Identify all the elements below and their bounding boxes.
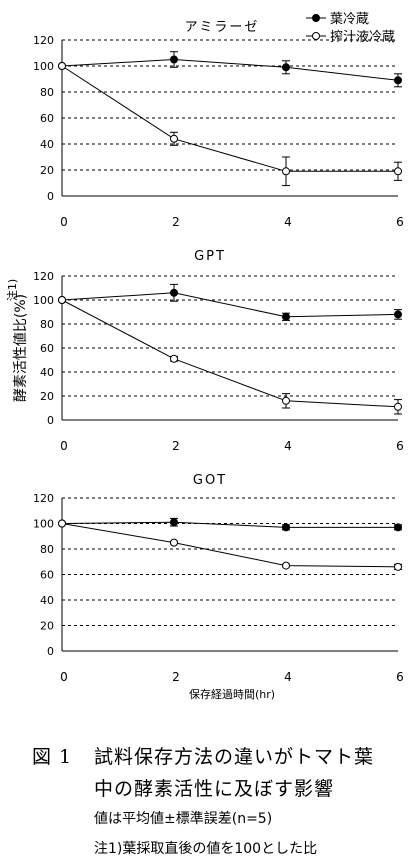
y-tick-label: 60	[40, 112, 54, 125]
y-tick-label: 0	[47, 414, 54, 427]
chart-title: GOT	[193, 473, 227, 488]
y-tick-label: 80	[40, 318, 54, 331]
chart-panel-3: GOT 0 20 40 60 80 100 120 0 2 4 6 保存経過時間(hr)	[33, 473, 404, 701]
data-point	[394, 167, 402, 176]
data-point	[282, 561, 290, 570]
data-point	[282, 396, 290, 405]
x-tick-label: 4	[284, 439, 292, 453]
chart-title: GPT	[194, 249, 226, 264]
y-tick-label: 40	[40, 594, 54, 607]
chart-panel-2: GPT 0 20 40 60 80 100 120 0 2 4 6	[33, 249, 404, 453]
y-tick-label: 100	[33, 518, 54, 531]
data-point	[170, 518, 178, 527]
x-tick-label: 0	[60, 439, 68, 453]
caption-line-1: 図 1 試料保存方法の違いがトマト葉	[32, 742, 374, 769]
data-point	[282, 523, 290, 532]
data-point	[282, 312, 290, 321]
y-tick-label: 40	[40, 138, 54, 151]
y-tick-label: 120	[33, 492, 54, 505]
y-axis-label-note: 注1)	[5, 279, 19, 301]
x-axis-label: 保存経過時間(hr)	[189, 687, 275, 701]
y-tick-label: 60	[40, 569, 54, 582]
series-line-2	[61, 65, 398, 172]
data-point	[170, 538, 178, 547]
x-tick-label: 4	[284, 215, 292, 229]
series-line-1	[61, 521, 398, 528]
chart-title: アミラーゼ	[185, 20, 260, 35]
series-line-1	[61, 292, 399, 318]
x-tick-label: 6	[396, 215, 404, 229]
data-point	[394, 523, 402, 532]
data-point	[58, 519, 66, 528]
series-line-1	[61, 58, 399, 81]
y-tick-label: 80	[40, 543, 54, 556]
x-tick-label: 0	[60, 215, 68, 229]
y-tick-label: 40	[40, 366, 54, 379]
data-point	[282, 63, 290, 72]
data-point	[394, 76, 402, 85]
x-tick-label: 2	[172, 670, 180, 684]
y-tick-label: 80	[40, 86, 54, 99]
caption-note-stats: 値は平均値±標準誤差(n=5)	[94, 811, 273, 827]
series-line-2	[61, 299, 399, 408]
y-tick-label: 60	[40, 342, 54, 355]
y-tick-label: 100	[33, 294, 54, 307]
x-tick-label: 0	[60, 670, 68, 684]
series-line-2	[61, 523, 399, 568]
y-tick-label: 20	[40, 620, 54, 633]
data-point	[394, 562, 402, 571]
x-tick-label: 6	[396, 439, 404, 453]
x-tick-label: 2	[172, 215, 180, 229]
x-tick-label: 2	[172, 439, 180, 453]
legend-marker	[312, 14, 320, 22]
data-point	[282, 167, 290, 176]
data-point	[394, 310, 402, 319]
data-point	[170, 354, 178, 363]
data-point	[58, 296, 66, 304]
data-point	[170, 288, 178, 297]
y-axis-label: 酵素活性値比(%)	[13, 294, 29, 402]
caption-title-2: 中の酵素活性に及ぼす影響	[94, 778, 335, 800]
data-point	[394, 402, 402, 411]
y-tick-label: 20	[40, 164, 54, 177]
y-tick-label: 120	[33, 34, 54, 47]
y-tick-label: 0	[47, 645, 54, 658]
legend-label: 搾汁液冷蔵	[330, 29, 395, 45]
x-tick-label: 6	[396, 670, 404, 684]
y-tick-label: 100	[33, 60, 54, 73]
caption-note-1: 注1)葉採取直後の値を100とした比	[94, 841, 318, 857]
y-tick-label: 120	[33, 270, 54, 283]
legend-label: 葉冷蔵	[330, 12, 369, 27]
data-point	[58, 62, 66, 70]
y-tick-label: 20	[40, 390, 54, 403]
data-point	[170, 134, 178, 143]
caption-title-1: 試料保存方法の違いがトマト葉	[94, 746, 375, 768]
y-tick-label: 0	[47, 190, 54, 203]
legend-marker	[312, 32, 320, 40]
x-tick-label: 4	[284, 670, 292, 684]
data-point	[170, 55, 178, 64]
figure-label: 図 1	[32, 746, 73, 768]
